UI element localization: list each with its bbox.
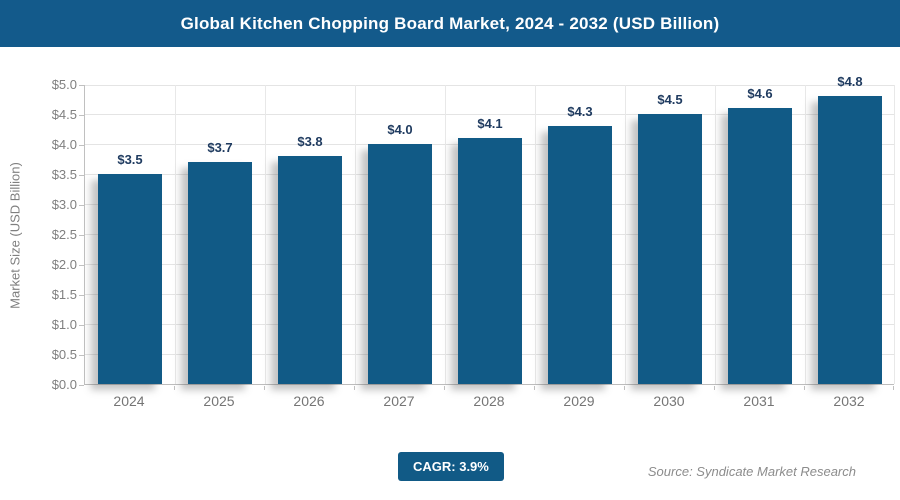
x-tick-label: 2032 — [833, 393, 865, 409]
y-tick-label: $0.0 — [51, 377, 77, 392]
bar-value-label: $4.5 — [657, 92, 683, 107]
bar-value-label: $3.7 — [207, 140, 233, 155]
y-tick-label: $1.5 — [51, 287, 77, 302]
y-tick-mark — [79, 115, 84, 116]
x-gridline — [535, 85, 536, 384]
y-tick-label: $4.5 — [51, 107, 77, 122]
y-tick-label: $2.0 — [51, 257, 77, 272]
x-tick-label: 2025 — [203, 393, 235, 409]
y-tick-label: $5.0 — [51, 77, 77, 92]
y-tick-mark — [79, 325, 84, 326]
y-tick-label: $0.5 — [51, 347, 77, 362]
x-gridline — [175, 85, 176, 384]
x-gridline — [445, 85, 446, 384]
x-tick-mark — [714, 386, 715, 390]
x-tick-mark — [804, 386, 805, 390]
x-tick-label: 2027 — [383, 393, 415, 409]
y-axis-title: Market Size (USD Billion) — [7, 162, 23, 309]
y-tick-mark — [79, 295, 84, 296]
bar-2024 — [98, 174, 162, 384]
y-tick-label: $3.0 — [51, 197, 77, 212]
y-tick-label: $2.5 — [51, 227, 77, 242]
x-gridline — [715, 85, 716, 384]
y-tick-mark — [79, 235, 84, 236]
x-tick-label: 2028 — [473, 393, 505, 409]
bar-2027 — [368, 144, 432, 384]
y-tick-mark — [79, 385, 84, 386]
y-tick-mark — [79, 85, 84, 86]
bar-2030 — [638, 114, 702, 384]
cagr-badge: CAGR: 3.9% — [398, 452, 504, 481]
bar-value-label: $4.8 — [837, 74, 863, 89]
bar-value-label: $4.1 — [477, 116, 503, 131]
bar-value-label: $4.3 — [567, 104, 593, 119]
chart-title-bar: Global Kitchen Chopping Board Market, 20… — [0, 0, 900, 47]
bar-2031 — [728, 108, 792, 384]
bar-2028 — [458, 138, 522, 384]
x-tick-mark — [354, 386, 355, 390]
y-tick-mark — [79, 145, 84, 146]
x-tick-label: 2024 — [113, 393, 145, 409]
y-tick-mark — [79, 175, 84, 176]
x-tick-mark — [624, 386, 625, 390]
y-tick-mark — [79, 205, 84, 206]
x-tick-label: 2026 — [293, 393, 325, 409]
source-attribution: Source: Syndicate Market Research — [647, 464, 856, 479]
bar-value-label: $4.0 — [387, 122, 413, 137]
x-tick-mark — [893, 386, 894, 390]
x-gridline — [625, 85, 626, 384]
x-gridline — [894, 85, 895, 384]
x-tick-label: 2031 — [743, 393, 775, 409]
y-tick-mark — [79, 265, 84, 266]
plot-area: $3.5 $3.7 $3.8 $4.0 $4.1 $4.3 $4.5 $4.6 $4.8 — [84, 74, 895, 385]
bar-2026 — [278, 156, 342, 384]
x-tick-mark — [444, 386, 445, 390]
bar-value-label: $3.8 — [297, 134, 323, 149]
x-tick-mark — [174, 386, 175, 390]
y-tick-label: $3.5 — [51, 167, 77, 182]
y-gridline — [85, 85, 894, 86]
x-tick-label: 2030 — [653, 393, 685, 409]
chart-title: Global Kitchen Chopping Board Market, 20… — [180, 13, 720, 33]
bar-value-label: $4.6 — [747, 86, 773, 101]
bar-value-label: $3.5 — [117, 152, 143, 167]
bar-2032 — [818, 96, 882, 384]
y-tick-label: $1.0 — [51, 317, 77, 332]
bar-2029 — [548, 126, 612, 384]
bar-2025 — [188, 162, 252, 384]
x-tick-label: 2029 — [563, 393, 595, 409]
y-tick-label: $4.0 — [51, 137, 77, 152]
x-gridline — [355, 85, 356, 384]
y-tick-mark — [79, 355, 84, 356]
y-gridline — [85, 114, 894, 115]
x-tick-mark — [264, 386, 265, 390]
x-gridline — [805, 85, 806, 384]
x-gridline — [265, 85, 266, 384]
x-tick-mark — [534, 386, 535, 390]
